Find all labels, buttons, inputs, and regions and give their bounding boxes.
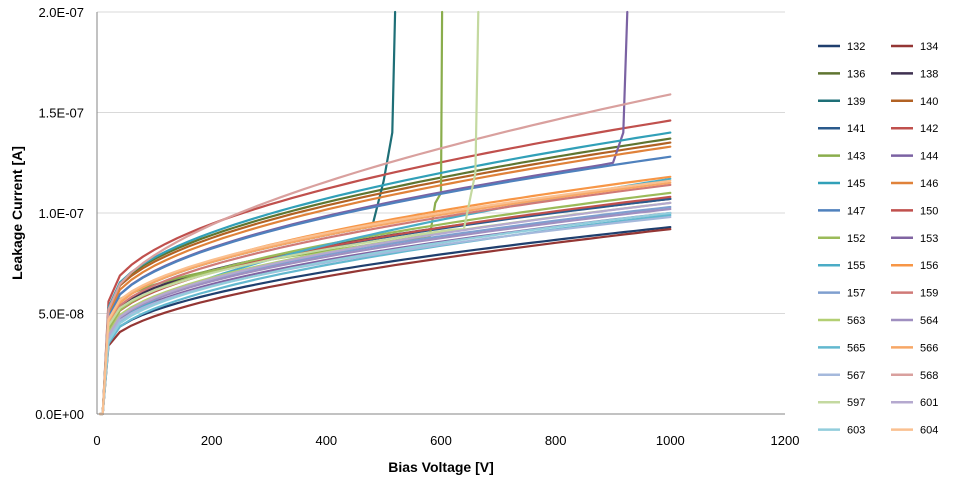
legend-label-604: 604 [920, 425, 938, 437]
legend-label-156: 156 [920, 260, 938, 272]
y-axis-title: Leakage Current [A] [9, 146, 25, 280]
x-tick-label: 800 [545, 433, 567, 448]
legend-label-601: 601 [920, 397, 938, 409]
legend-label-564: 564 [920, 315, 938, 327]
legend-label-140: 140 [920, 96, 938, 108]
legend-label-568: 568 [920, 370, 938, 382]
legend-label-567: 567 [847, 370, 865, 382]
x-tick-label: 200 [201, 433, 223, 448]
legend-label-134: 134 [920, 41, 938, 53]
legend: 132 134 136 138 139 140 141 142 143 144 145 146 147 1… [818, 41, 938, 437]
series-line-150 [98, 195, 672, 416]
series-line-604 [98, 179, 672, 416]
y-tick-label: 5.0E-08 [38, 307, 84, 322]
legend-label-152: 152 [847, 233, 865, 245]
legend-label-603: 603 [847, 425, 865, 437]
legend-label-155: 155 [847, 260, 865, 272]
legend-label-142: 142 [920, 123, 938, 135]
series-line-564 [98, 207, 672, 416]
legend-label-150: 150 [920, 205, 938, 217]
legend-label-146: 146 [920, 178, 938, 190]
series-line-134 [98, 228, 672, 416]
series-line-136 [98, 137, 672, 416]
series-line-132 [98, 226, 672, 416]
legend-label-159: 159 [920, 288, 938, 300]
x-axis-title: Bias Voltage [V] [388, 459, 494, 475]
series-line-145 [98, 131, 672, 416]
x-tick-label: 1200 [771, 433, 800, 448]
legend-label-565: 565 [847, 342, 865, 354]
legend-label-141: 141 [847, 123, 865, 135]
legend-label-145: 145 [847, 178, 865, 190]
legend-label-143: 143 [847, 151, 865, 163]
y-tick-labels: 0.0E+00 5.0E-08 1.0E-07 1.5E-07 2.0E-07 [35, 5, 84, 422]
series-line-568 [98, 93, 672, 416]
legend-label-147: 147 [847, 205, 865, 217]
series-line-147 [98, 155, 672, 416]
series-line-159 [98, 183, 672, 416]
legend-label-136: 136 [847, 68, 865, 80]
legend-label-597: 597 [847, 397, 865, 409]
legend-label-138: 138 [920, 68, 938, 80]
legend-label-566: 566 [920, 342, 938, 354]
y-tick-label: 2.0E-07 [38, 5, 84, 20]
series-line-603 [98, 211, 672, 416]
x-tick-label: 0 [93, 433, 100, 448]
series-line-601 [98, 201, 672, 416]
x-tick-label: 400 [315, 433, 337, 448]
legend-label-144: 144 [920, 151, 938, 163]
y-tick-label: 0.0E+00 [35, 407, 84, 422]
series-line-142 [98, 119, 672, 416]
series-line-597 [98, 10, 480, 416]
x-tick-label: 600 [430, 433, 452, 448]
x-tick-label: 1000 [656, 433, 685, 448]
series-lines [98, 10, 672, 416]
legend-label-153: 153 [920, 233, 938, 245]
legend-label-132: 132 [847, 41, 865, 53]
legend-label-157: 157 [847, 288, 865, 300]
y-tick-label: 1.5E-07 [38, 106, 84, 121]
axes [96, 12, 785, 415]
legend-label-139: 139 [847, 96, 865, 108]
y-tick-label: 1.0E-07 [38, 206, 84, 221]
series-line-140 [98, 141, 672, 416]
x-tick-labels: 0 200 400 600 800 1000 1200 [93, 433, 799, 448]
legend-label-563: 563 [847, 315, 865, 327]
series-line-146 [98, 145, 672, 416]
series-line-566 [98, 181, 672, 416]
